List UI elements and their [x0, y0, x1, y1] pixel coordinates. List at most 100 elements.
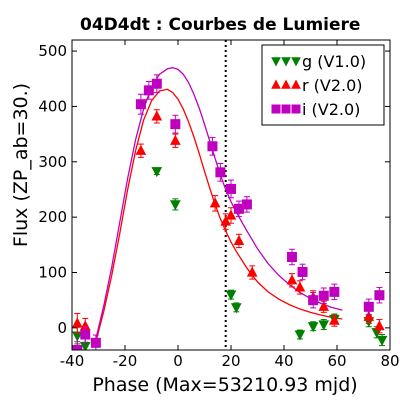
marker: [376, 335, 388, 347]
y-tick-label: 400: [38, 97, 67, 115]
data-point-triangle-down-3: [170, 198, 181, 211]
marker: [220, 215, 232, 226]
marker: [72, 345, 83, 350]
data-point-triangle-up-6: [220, 213, 232, 230]
marker: [329, 286, 340, 297]
marker: [329, 314, 340, 325]
marker: [297, 266, 308, 277]
data-point-triangle-up-9: [246, 265, 258, 280]
legend-marker: [291, 79, 301, 89]
marker: [241, 199, 252, 210]
marker: [318, 300, 330, 311]
y-axis-label: Flux (ZP_ab=30.): [10, 83, 32, 247]
marker: [294, 330, 306, 341]
x-tick-label: 80: [380, 352, 399, 370]
data-point-square-4: [143, 81, 154, 100]
marker: [374, 290, 385, 301]
legend-marker: [291, 104, 301, 114]
marker: [294, 281, 306, 292]
data-point-triangle-down-8: [318, 319, 330, 331]
data-point-square-6: [170, 114, 181, 134]
marker: [363, 310, 375, 321]
data-point-square-15: [318, 287, 329, 304]
chart-title: 04D4dt : Courbes de Lumiere: [80, 15, 360, 35]
marker: [363, 301, 374, 312]
marker: [318, 320, 330, 331]
data-point-triangle-up-14: [329, 314, 340, 327]
data-point-square-5: [151, 74, 162, 94]
legend-label: g (V1.0): [302, 52, 366, 71]
data-point-square-7: [207, 136, 218, 156]
data-point-triangle-up-0: [72, 312, 83, 334]
data-point-square-11: [241, 196, 252, 213]
data-point-square-14: [308, 291, 319, 309]
x-tick-label: -20: [113, 352, 138, 370]
marker: [307, 322, 319, 333]
data-point-square-16: [329, 283, 340, 301]
marker: [207, 141, 218, 152]
legend-label: i (V2.0): [302, 100, 360, 119]
model-curve-0: [95, 88, 343, 342]
data-point-triangle-up-7: [225, 207, 237, 224]
data-point-triangle-up-2: [135, 143, 147, 158]
legend-marker: [281, 79, 291, 89]
marker: [143, 85, 154, 96]
marker: [215, 167, 226, 178]
y-tick-label: 100: [38, 264, 67, 282]
legend-marker: [271, 104, 281, 114]
data-point-triangle-up-8: [233, 233, 245, 249]
legend-entry-0: g (V1.0): [271, 52, 366, 71]
legend-marker: [271, 79, 281, 89]
x-axis-label: Phase (Max=53210.93 mjd): [92, 374, 357, 396]
marker: [308, 295, 319, 306]
data-point-square-8: [215, 162, 226, 182]
marker: [226, 183, 236, 194]
marker: [233, 234, 245, 246]
data-point-square-0: [72, 341, 83, 350]
marker: [170, 134, 181, 145]
marker: [246, 266, 258, 277]
data-point-triangle-down-4: [225, 289, 237, 301]
data-point-square-13: [297, 263, 308, 281]
data-point-triangle-up-5: [209, 195, 221, 212]
data-point-triangle-up-10: [286, 273, 298, 288]
marker: [230, 303, 242, 314]
marker: [170, 200, 181, 211]
data-point-triangle-down-5: [230, 302, 242, 314]
x-tick-label: 40: [274, 352, 293, 370]
legend-entry-1: r (V2.0): [271, 76, 363, 95]
legend-marker: [271, 57, 281, 67]
marker: [225, 209, 237, 220]
legend: g (V1.0) r (V2.0) i (V2.0): [261, 44, 385, 126]
y-tick-label: 300: [38, 153, 67, 171]
marker: [151, 78, 162, 89]
data-point-triangle-up-4: [170, 133, 181, 148]
marker: [72, 317, 83, 328]
data-point-triangle-down-2: [151, 167, 163, 178]
marker: [90, 337, 101, 348]
axes: -40 -20 0 20 40 60 80 0 100 200 300 400 500: [38, 40, 400, 370]
legend-marker: [281, 104, 291, 114]
marker: [151, 110, 163, 121]
y-tick-label: 0: [57, 319, 67, 337]
marker: [135, 144, 147, 155]
marker: [286, 274, 298, 285]
marker: [225, 290, 237, 301]
data-point-square-1: [80, 326, 91, 343]
x-tick-label: 60: [327, 352, 346, 370]
marker: [318, 290, 329, 301]
data-point-triangle-up-3: [151, 109, 163, 124]
data-point-square-9: [226, 179, 236, 199]
legend-label: r (V2.0): [302, 76, 363, 95]
marker: [151, 167, 163, 178]
y-tick-label: 500: [38, 42, 67, 60]
marker: [286, 252, 297, 262]
plot-area: [72, 40, 388, 350]
marker: [209, 197, 221, 208]
marker: [135, 99, 146, 110]
x-tick-label: 0: [173, 352, 183, 370]
data-point-triangle-down-7: [307, 321, 319, 333]
legend-marker: [291, 57, 301, 67]
legend-marker: [281, 57, 291, 67]
